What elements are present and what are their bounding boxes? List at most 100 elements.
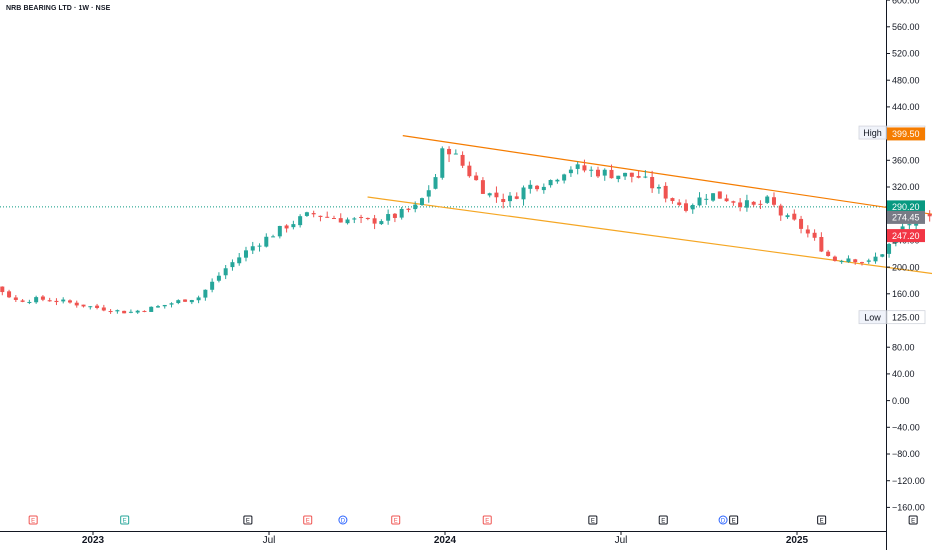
event-glyph: D — [721, 518, 726, 524]
events-row[interactable]: EDEEEEDEEEEDEEEE — [0, 515, 932, 525]
candle-body — [345, 219, 350, 224]
candle-body — [250, 246, 255, 251]
event-glyph: D — [341, 518, 346, 524]
price-tag-value: 247.20 — [892, 231, 920, 241]
candle-body — [88, 306, 93, 308]
candle-body — [81, 304, 86, 307]
candle-body — [535, 185, 540, 190]
event-marker[interactable]: E — [243, 515, 253, 525]
position-tool[interactable] — [0, 134, 932, 236]
candle-body — [704, 198, 709, 200]
candle-body — [230, 262, 235, 268]
price-tick-label: −160.00 — [892, 503, 925, 513]
candle-body — [697, 197, 702, 206]
candle-body — [359, 216, 364, 218]
price-axis[interactable]: 600.00560.00520.00480.00440.00400.00360.… — [886, 0, 925, 550]
event-marker[interactable]: E — [482, 515, 492, 525]
price-tag: 290.20 — [887, 200, 925, 214]
event-marker[interactable]: E — [817, 515, 827, 525]
time-tick-label: 2025 — [786, 535, 809, 546]
price-tag-value: 399.50 — [892, 129, 920, 139]
candle-body — [196, 297, 201, 301]
candle-body — [799, 218, 804, 229]
price-tick-label: 0.00 — [892, 396, 910, 406]
event-marker[interactable]: D — [718, 515, 728, 525]
earnings-icon[interactable] — [729, 515, 739, 525]
event-glyph: E — [394, 518, 398, 524]
candle-body — [927, 213, 932, 217]
price-tick-label: −80.00 — [892, 449, 920, 459]
candle-body — [379, 221, 384, 225]
price-tick-label: 440.00 — [892, 102, 920, 112]
price-tick-label: −120.00 — [892, 476, 925, 486]
candle-body — [589, 169, 594, 171]
event-marker[interactable]: D — [338, 515, 348, 525]
event-glyph: E — [820, 518, 824, 524]
candle-body — [74, 302, 79, 306]
candle-body — [521, 187, 526, 200]
candle-body — [169, 303, 174, 305]
earnings-icon[interactable] — [482, 515, 492, 525]
event-marker[interactable]: E — [588, 515, 598, 525]
candle-body — [751, 201, 756, 205]
price-tags: High401.55399.50290.20274.45247.20Low125… — [858, 125, 926, 325]
event-marker[interactable]: E — [303, 515, 313, 525]
earnings-icon[interactable] — [908, 515, 918, 525]
candle-body — [575, 164, 580, 169]
channel-lower-trendline[interactable] — [367, 196, 932, 331]
event-glyph: E — [911, 518, 915, 524]
price-tick-label: 80.00 — [892, 342, 915, 352]
event-marker[interactable]: E — [391, 515, 401, 525]
price-tag-name-box — [858, 125, 887, 140]
price-tag-name: Low — [864, 312, 881, 322]
candle-body — [541, 186, 546, 191]
candle-body — [832, 256, 837, 261]
candle-body — [616, 175, 621, 180]
candle-body — [386, 214, 391, 221]
price-tag-box — [886, 310, 926, 325]
earnings-icon[interactable] — [588, 515, 598, 525]
candle-body — [447, 148, 452, 155]
earnings-icon[interactable] — [658, 515, 668, 525]
dividend-icon[interactable] — [718, 515, 728, 525]
time-tick-label: 2024 — [434, 535, 457, 546]
candle-body — [277, 225, 282, 237]
earnings-icon[interactable] — [391, 515, 401, 525]
event-marker[interactable]: E — [28, 515, 38, 525]
earnings-icon[interactable] — [243, 515, 253, 525]
candle-body — [210, 281, 215, 290]
candle-body — [812, 232, 817, 238]
earnings-icon[interactable] — [303, 515, 313, 525]
candle-body — [413, 204, 418, 210]
time-axis[interactable]: Jul2023Jul2024Jul2025Jul2026Jul2027 — [0, 531, 932, 546]
price-tick-label: −40.00 — [892, 423, 920, 433]
candle-body — [271, 236, 276, 238]
price-tag-value: 274.45 — [892, 213, 920, 223]
candle-body — [189, 299, 194, 303]
earnings-icon[interactable] — [817, 515, 827, 525]
trendlines[interactable] — [367, 135, 932, 331]
dividend-icon[interactable] — [338, 515, 348, 525]
earnings-icon[interactable] — [120, 515, 130, 525]
candle-body — [771, 197, 776, 205]
candle-body — [758, 203, 763, 205]
candle-body — [501, 199, 506, 203]
candle-body — [162, 304, 167, 307]
channel-upper-trendline[interactable] — [402, 135, 932, 271]
candle-body — [108, 311, 113, 313]
candle-body — [663, 185, 668, 199]
candle-body — [562, 174, 567, 181]
candle-body — [372, 218, 377, 224]
price-tick-label: 480.00 — [892, 75, 920, 85]
earnings-icon[interactable] — [28, 515, 38, 525]
event-marker[interactable]: E — [908, 515, 918, 525]
event-marker[interactable]: E — [658, 515, 668, 525]
candle-body — [711, 193, 716, 201]
event-marker[interactable]: E — [120, 515, 130, 525]
price-tick-label: 520.00 — [892, 49, 920, 59]
candle-body — [873, 256, 878, 262]
event-marker[interactable]: E — [729, 515, 739, 525]
candle-body — [494, 192, 499, 198]
candle-body — [257, 245, 262, 247]
